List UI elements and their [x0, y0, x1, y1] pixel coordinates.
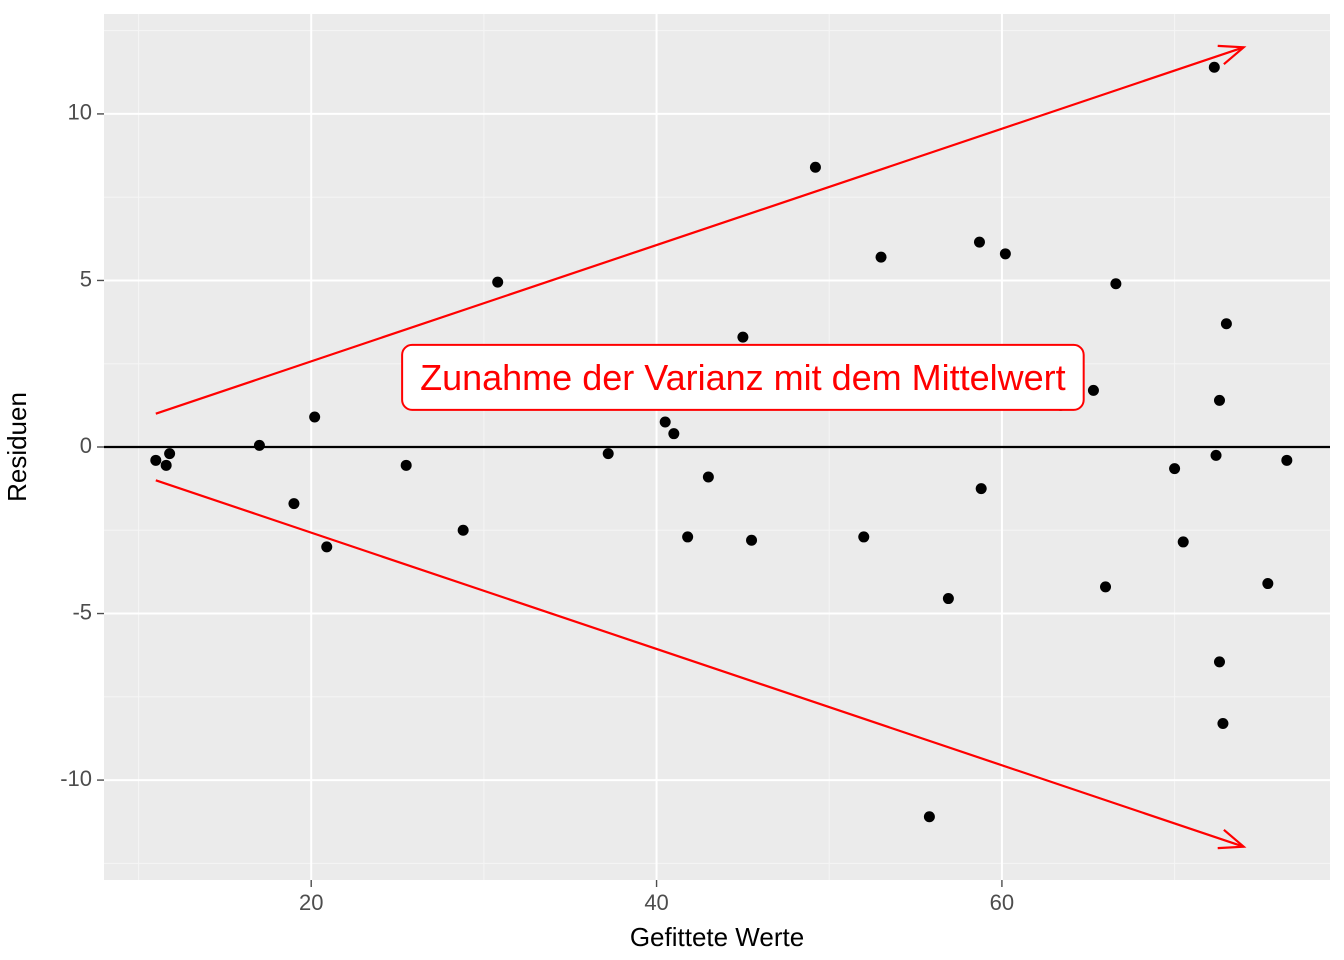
data-point	[1262, 578, 1273, 589]
data-point	[810, 162, 821, 173]
y-tick-label: -5	[72, 599, 92, 624]
data-point	[603, 448, 614, 459]
data-point	[858, 531, 869, 542]
data-point	[703, 471, 714, 482]
y-axis-title: Residuen	[2, 392, 32, 502]
x-tick-label: 20	[299, 890, 323, 915]
data-point	[164, 448, 175, 459]
chart-svg: Zunahme der Varianz mit dem Mittelwert 20…	[0, 0, 1344, 960]
data-point	[401, 460, 412, 471]
data-point	[682, 531, 693, 542]
data-point	[1110, 278, 1121, 289]
data-point	[1281, 455, 1292, 466]
data-point	[1178, 536, 1189, 547]
data-point	[309, 412, 320, 423]
y-tick-label: 5	[80, 266, 92, 291]
y-tick-label: 10	[68, 100, 92, 125]
data-point	[924, 811, 935, 822]
x-axis-title: Gefittete Werte	[630, 922, 804, 952]
data-point	[1088, 385, 1099, 396]
data-point	[458, 525, 469, 536]
data-point	[161, 460, 172, 471]
data-point	[1169, 463, 1180, 474]
data-point	[737, 332, 748, 343]
data-point	[150, 455, 161, 466]
x-tick-label: 60	[990, 890, 1014, 915]
data-point	[1214, 656, 1225, 667]
data-point	[876, 252, 887, 263]
data-point	[1217, 718, 1228, 729]
data-point	[660, 417, 671, 428]
data-point	[1000, 248, 1011, 259]
data-point	[976, 483, 987, 494]
data-point	[1214, 395, 1225, 406]
data-point	[321, 541, 332, 552]
data-point	[288, 498, 299, 509]
data-point	[1100, 581, 1111, 592]
data-point	[668, 428, 679, 439]
x-tick-label: 40	[644, 890, 668, 915]
data-point	[943, 593, 954, 604]
y-tick-label: -10	[60, 766, 92, 791]
data-point	[492, 277, 503, 288]
data-point	[1209, 62, 1220, 73]
y-tick-label: 0	[80, 433, 92, 458]
data-point	[254, 440, 265, 451]
residual-scatter-chart: Zunahme der Varianz mit dem Mittelwert 20…	[0, 0, 1344, 960]
data-point	[1221, 318, 1232, 329]
data-point	[746, 535, 757, 546]
data-point	[974, 237, 985, 248]
data-point	[1211, 450, 1222, 461]
annotation-text: Zunahme der Varianz mit dem Mittelwert	[420, 357, 1066, 398]
